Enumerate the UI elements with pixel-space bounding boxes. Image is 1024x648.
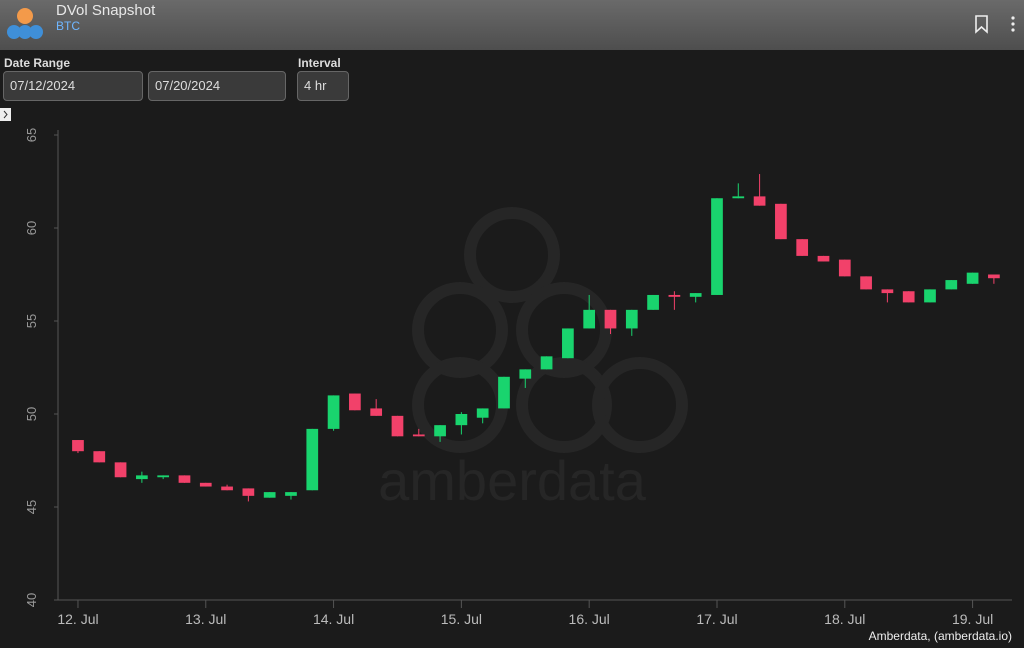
candle-body: [838, 259, 851, 277]
x-tick-label: 19. Jul: [952, 611, 993, 627]
x-tick-label: 16. Jul: [569, 611, 610, 627]
y-tick-label: 55: [24, 314, 39, 328]
candle-body: [945, 280, 958, 290]
watermark: amberdata: [378, 449, 647, 512]
candle-body: [902, 291, 915, 303]
candle-body: [583, 309, 596, 329]
candle-body: [199, 482, 212, 487]
expand-button[interactable]: [0, 108, 11, 121]
candle-body: [562, 328, 574, 359]
candle-body: [817, 255, 830, 262]
candle-body: [668, 294, 681, 297]
candle-body: [647, 294, 659, 310]
candle-body: [476, 408, 489, 418]
candle-body: [860, 276, 872, 290]
candle-body: [391, 415, 404, 437]
credits: Amberdata, (amberdata.io): [869, 629, 1012, 643]
candle-body: [412, 434, 425, 437]
interval-label: Interval: [298, 56, 341, 70]
candle-body: [966, 272, 979, 284]
candle-body: [519, 369, 532, 379]
candle-body: [349, 393, 361, 411]
candle-body: [434, 425, 446, 437]
x-tick-label: 13. Jul: [185, 611, 226, 627]
candle-body: [72, 440, 84, 452]
candle-body: [306, 428, 319, 491]
start-date-input[interactable]: 07/12/2024: [3, 71, 143, 101]
candle-body: [263, 492, 276, 498]
candle-body: [732, 196, 745, 199]
candle-body: [221, 486, 233, 491]
candle-body: [881, 289, 894, 294]
candle-body: [711, 198, 723, 295]
candle-body: [498, 376, 510, 409]
x-tick-label: 14. Jul: [313, 611, 354, 627]
candle-body: [625, 309, 638, 329]
candle-body: [114, 462, 127, 478]
date-range-label: Date Range: [4, 56, 71, 70]
candle-body: [136, 475, 148, 480]
candle-body: [796, 239, 809, 256]
candle-body: [775, 203, 787, 240]
candle-body: [370, 408, 383, 416]
candle-body: [157, 475, 170, 478]
y-tick-label: 60: [24, 221, 39, 235]
x-tick-label: 15. Jul: [441, 611, 482, 627]
candle-body: [455, 414, 468, 426]
x-tick-label: 18. Jul: [824, 611, 865, 627]
bookmark-icon[interactable]: [972, 14, 992, 34]
candle-body: [93, 451, 106, 463]
app-title: DVol Snapshot: [56, 2, 156, 19]
watermark-logo: [412, 207, 688, 453]
candle-body: [178, 475, 191, 483]
candle-body: [327, 395, 340, 429]
y-tick-label: 65: [24, 128, 39, 142]
candle-body: [540, 356, 553, 370]
candle-body: [753, 196, 766, 206]
interval-select[interactable]: 4 hr: [297, 71, 349, 101]
x-tick-label: 12. Jul: [57, 611, 98, 627]
candle-body: [988, 274, 1000, 279]
candle-body: [285, 492, 297, 496]
candle-body: [242, 488, 255, 496]
y-tick-label: 50: [24, 407, 39, 421]
y-tick-label: 45: [24, 500, 39, 514]
candle-body: [924, 289, 936, 303]
candle-body: [604, 309, 617, 329]
header-bar: DVol Snapshot BTC: [0, 0, 1024, 50]
y-tick-label: 40: [24, 593, 39, 607]
end-date-input[interactable]: 07/20/2024: [148, 71, 286, 101]
menu-icon[interactable]: [1008, 14, 1018, 34]
app-subtitle: BTC: [56, 19, 80, 33]
x-tick-label: 17. Jul: [696, 611, 737, 627]
logo: [7, 8, 43, 39]
candle-body: [689, 293, 702, 297]
